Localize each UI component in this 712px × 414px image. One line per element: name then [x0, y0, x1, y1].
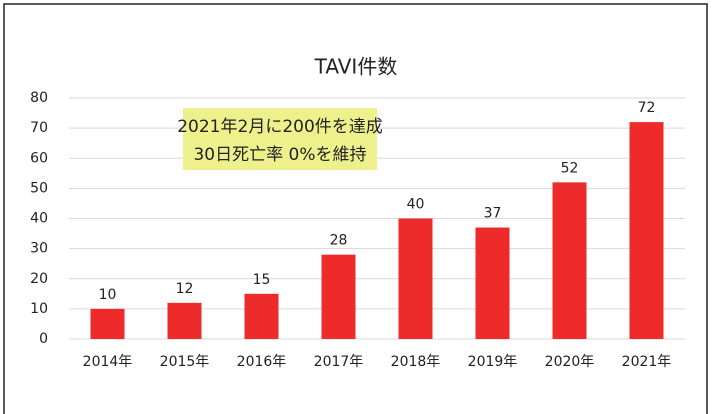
- data-label: 40: [407, 197, 425, 213]
- annotation: 2021年2月に200件を達成: [177, 117, 383, 137]
- x-tick-label: 2018年: [391, 354, 441, 370]
- y-tick-label: 50: [30, 180, 48, 196]
- chart-title: TAVI件数: [314, 55, 398, 79]
- x-tick-label: 2020年: [545, 354, 595, 370]
- bar: [552, 182, 587, 339]
- annotation-box: [183, 108, 377, 170]
- y-tick-label: 70: [30, 120, 48, 136]
- y-tick-label: 0: [39, 331, 48, 347]
- x-tick-label: 2017年: [314, 354, 364, 370]
- bar: [244, 293, 279, 339]
- bar: [321, 254, 356, 339]
- data-label: 15: [253, 272, 271, 288]
- bar: [90, 308, 125, 339]
- bar: [475, 227, 510, 339]
- bar: [398, 218, 433, 339]
- y-tick-label: 40: [30, 211, 48, 227]
- x-tick-label: 2021年: [622, 354, 672, 370]
- data-label: 52: [561, 160, 579, 176]
- x-tick-label: 2016年: [237, 354, 287, 370]
- data-label: 72: [638, 100, 656, 116]
- y-tick-label: 20: [30, 271, 48, 287]
- bar: [167, 302, 202, 339]
- data-label: 12: [176, 281, 194, 297]
- bar: [629, 122, 664, 339]
- y-tick-label: 80: [30, 90, 48, 106]
- data-label: 37: [484, 206, 502, 222]
- chart-frame: [3, 3, 708, 414]
- y-tick-label: 30: [30, 241, 48, 257]
- y-tick-label: 10: [30, 301, 48, 317]
- annotation: 30日死亡率 0%を維持: [193, 145, 366, 165]
- data-label: 28: [330, 233, 348, 249]
- x-tick-label: 2014年: [83, 354, 133, 370]
- x-tick-label: 2015年: [160, 354, 210, 370]
- x-tick-label: 2019年: [468, 354, 518, 370]
- y-tick-label: 60: [30, 150, 48, 166]
- data-label: 10: [99, 287, 117, 303]
